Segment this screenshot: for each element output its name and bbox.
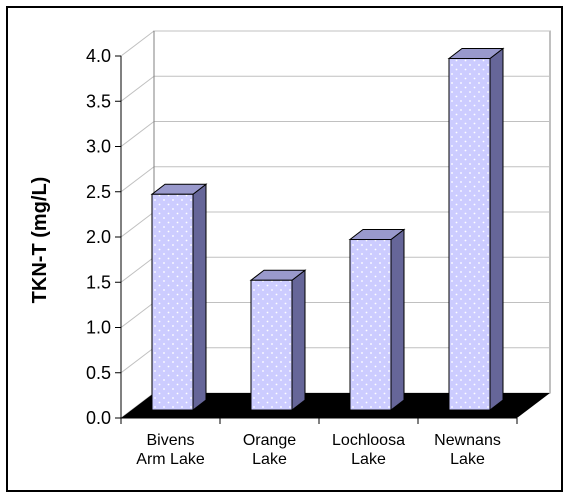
bar — [447, 47, 505, 412]
y-tick-labels: 0.0 0.5 1.0 1.5 2.0 2.5 3.0 3.5 4.0 — [86, 46, 111, 428]
y-tick-label: 2.0 — [86, 227, 111, 247]
grid-line-side — [120, 302, 155, 328]
x-category-label: Lochloosa Lake — [332, 432, 405, 468]
x-category-label-line: Newnans — [434, 432, 501, 449]
plot-floor — [121, 393, 550, 418]
axes — [115, 55, 518, 424]
bar-front — [448, 58, 491, 411]
y-tick-label: 0.0 — [86, 408, 111, 428]
x-category-label: Bivens Arm Lake — [136, 432, 205, 468]
x-category-label-line: Lake — [252, 451, 287, 468]
x-category-label: Orange Lake — [243, 432, 296, 468]
x-category-label: Newnans Lake — [434, 432, 501, 468]
bar-front — [151, 193, 194, 411]
bar-front — [349, 239, 392, 411]
grid-line-side — [120, 347, 155, 374]
x-category-label-line: Orange — [243, 432, 296, 449]
y-axis-title: TKN-T (mg/L) — [29, 177, 51, 304]
bar — [348, 228, 406, 412]
x-category-label-line: Lochloosa — [332, 432, 405, 449]
grid-line-side — [120, 166, 155, 193]
y-tick-label: 2.5 — [86, 182, 111, 202]
x-category-label-line: Lake — [450, 451, 485, 468]
bar-side — [390, 228, 405, 412]
y-tick-label: 0.5 — [86, 363, 111, 383]
y-tick-label: 3.5 — [86, 91, 111, 111]
grid-line-side — [120, 30, 155, 57]
floor-panel — [121, 393, 550, 418]
bar-side — [291, 269, 306, 412]
x-category-label-line: Lake — [351, 451, 386, 468]
bar — [150, 183, 208, 412]
y-tick-label: 4.0 — [86, 46, 111, 66]
bar-front — [250, 279, 293, 411]
grid-line-side — [120, 256, 155, 283]
grid-line-side — [120, 75, 155, 102]
y-tick-label: 1.0 — [86, 318, 111, 338]
y-tick-label: 3.0 — [86, 137, 111, 157]
bars — [150, 47, 505, 412]
bar-side — [489, 47, 504, 412]
bar-side — [192, 183, 207, 412]
bar — [249, 269, 307, 412]
x-category-label-line: Bivens — [146, 432, 194, 449]
y-tick-label: 1.5 — [86, 272, 111, 292]
grid-line-side — [120, 121, 155, 147]
grid-line-side — [120, 211, 155, 238]
x-category-label-line: Arm Lake — [136, 451, 205, 468]
